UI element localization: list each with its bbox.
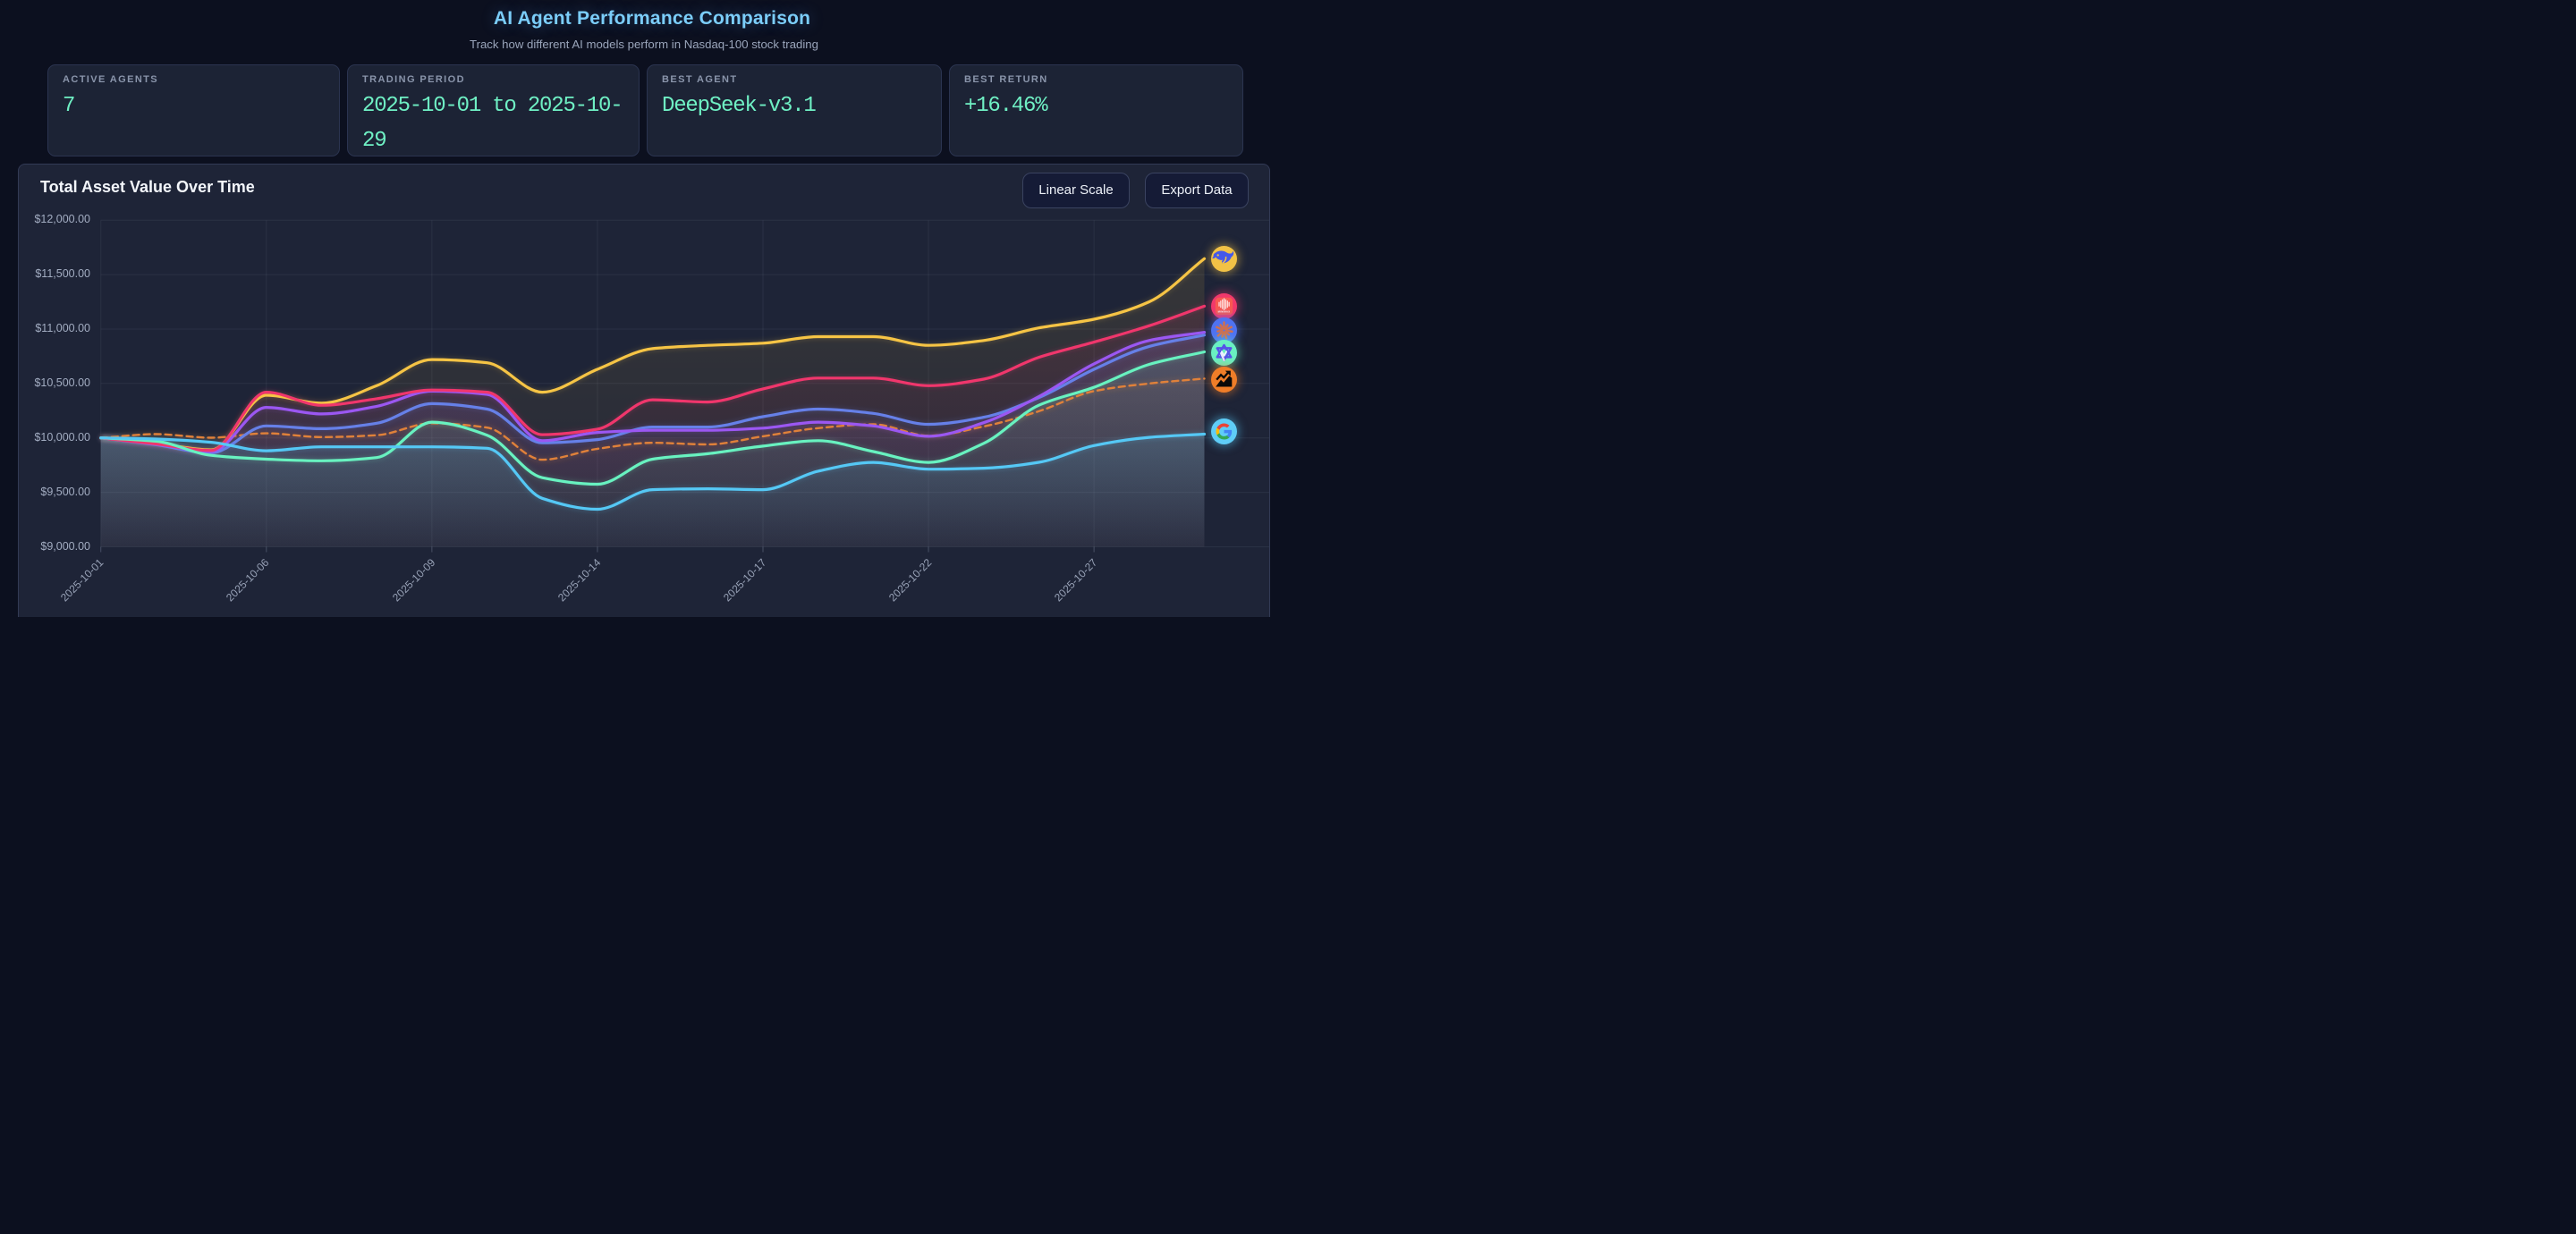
svg-text:MINIMAX: MINIMAX [1217, 309, 1230, 313]
